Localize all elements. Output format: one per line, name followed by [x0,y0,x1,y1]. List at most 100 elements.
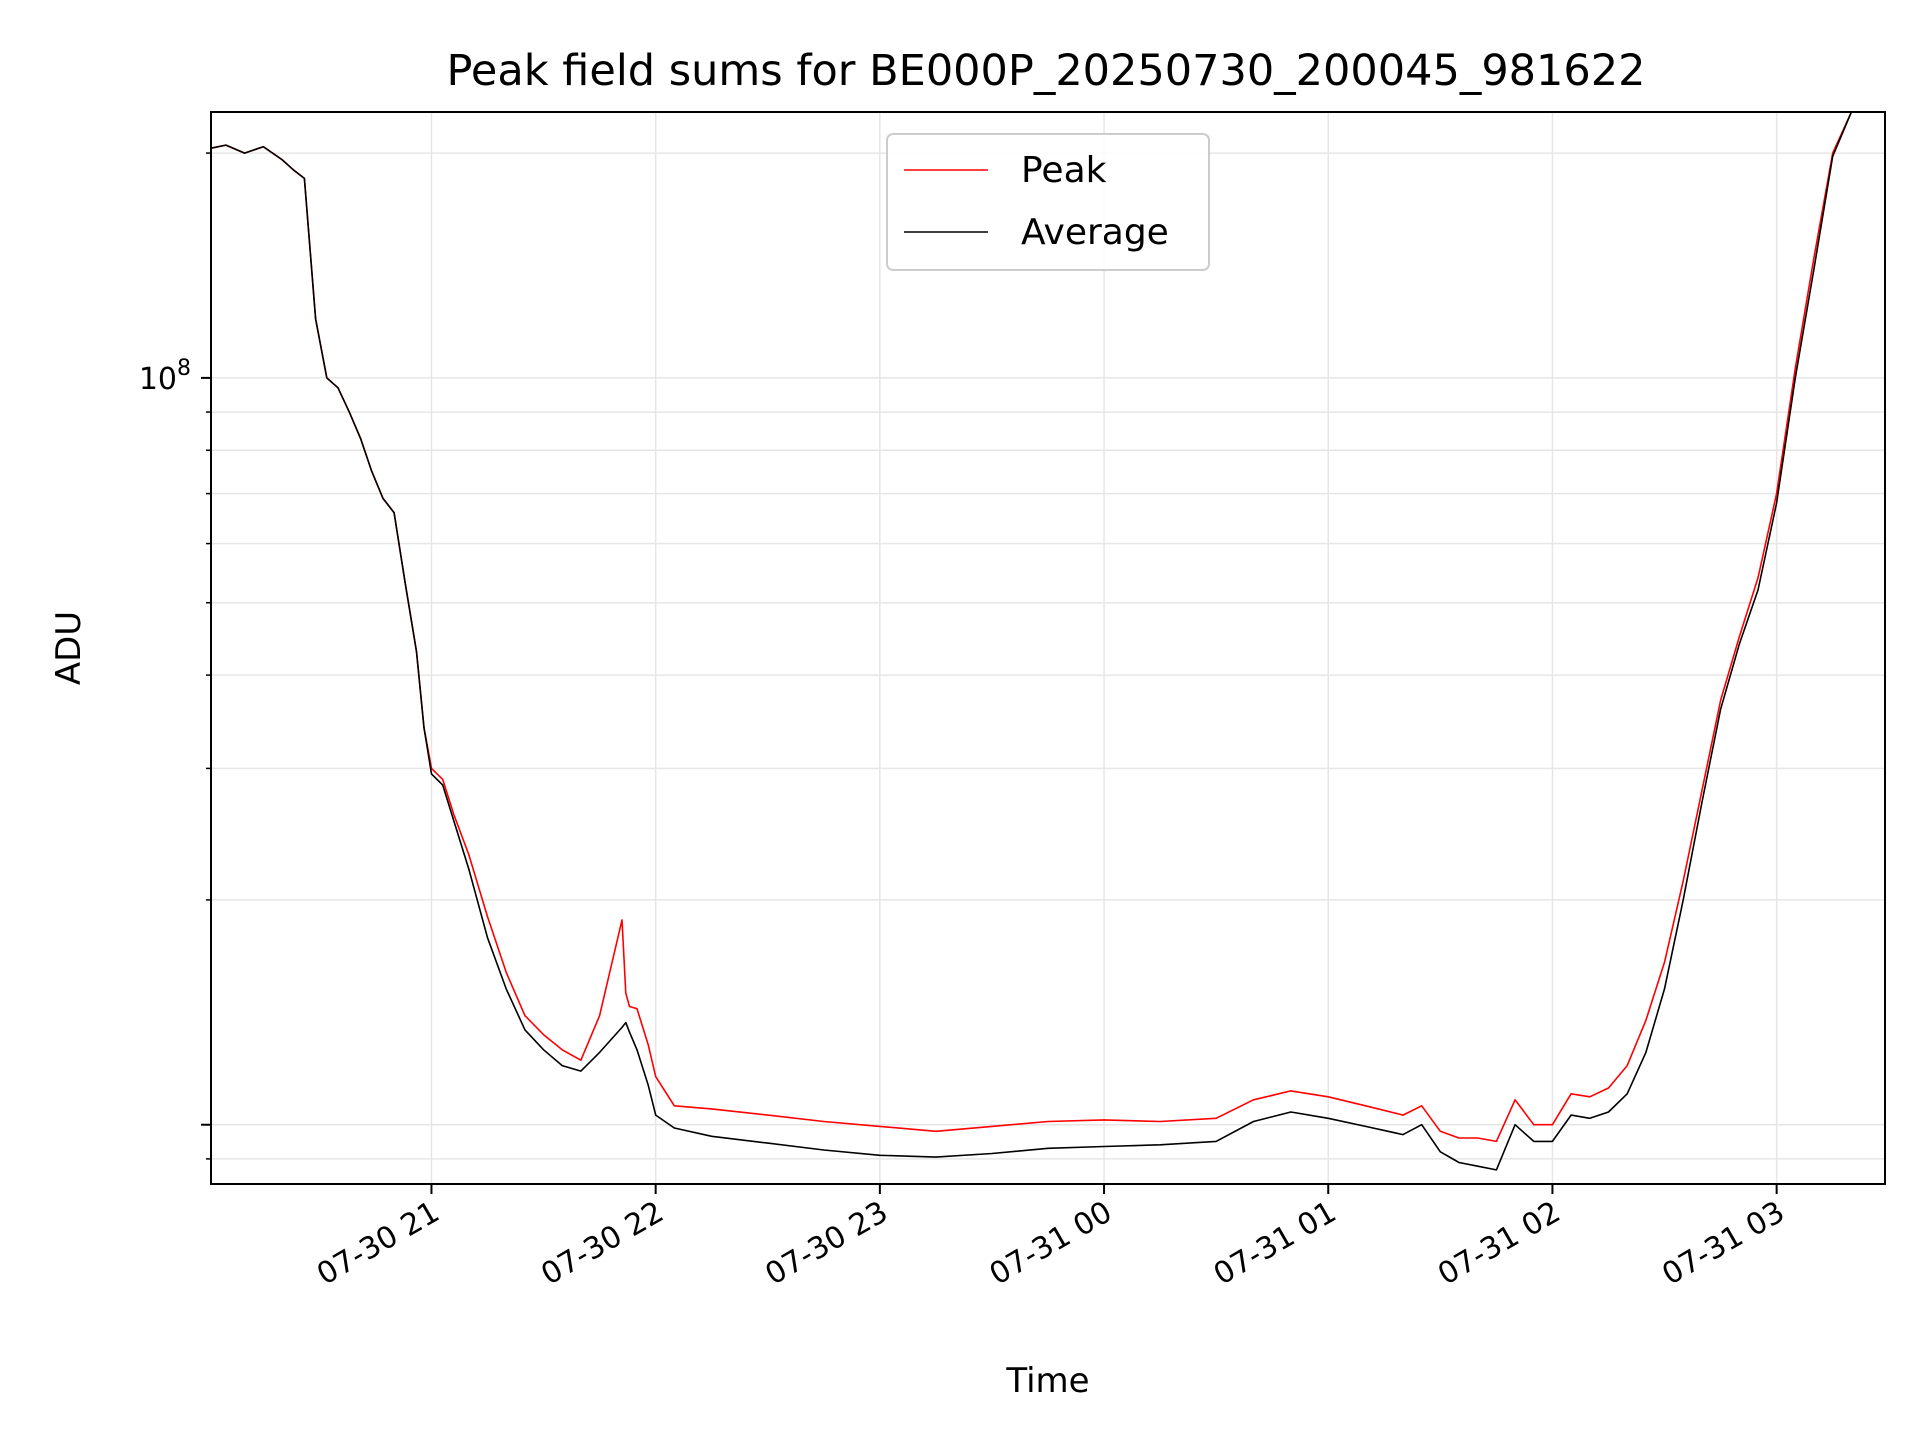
peak-series-point [1439,1130,1441,1132]
peak-series-point [1458,1137,1460,1139]
peak-series-point [1215,1117,1217,1119]
peak-series-point [1514,1099,1516,1101]
x-tick-label: 07-30 21 [311,1195,445,1293]
x-axis-label: Time [1005,1361,1089,1401]
average-series-point [1439,1151,1441,1153]
average-series-point [415,651,418,653]
average-series-point [505,988,507,990]
peak-series-point [1103,1119,1105,1121]
average-series-point [281,159,283,161]
x-tick-label: 07-30 22 [535,1195,669,1293]
peak-series-point [442,778,444,780]
peak-series-point [453,814,455,816]
average-series-point [524,1029,526,1031]
peak-series-point [1252,1099,1255,1101]
average-series-point [935,1156,937,1158]
peak-series-point [1159,1120,1161,1123]
peak-series-point [1794,367,1796,369]
peak-series-point [1813,256,1815,258]
average-series-point [561,1064,563,1067]
peak-series-point [628,1005,631,1008]
y-axis-label: ADU [49,611,89,685]
peak-series-point [1365,1105,1367,1107]
average-series-point [244,152,246,154]
y-tick-label: 108 [139,356,191,397]
average-series-point [767,1142,769,1144]
peak-series-point [1421,1105,1423,1107]
average-series-point [1570,1114,1572,1116]
average-series-point [371,470,373,472]
average-series-point [823,1149,825,1151]
peak-series-point [1495,1140,1497,1142]
peak-series-point [1607,1087,1610,1089]
legend-box [886,133,1210,271]
average-series-point [1495,1169,1497,1171]
average-series-point [292,169,294,171]
average-series-point [423,727,425,729]
peak-series-point [1776,492,1778,495]
average-series-point [1421,1124,1423,1126]
plot-frame [210,111,1886,1185]
average-series-point [1607,1111,1610,1113]
peak-series-point [1570,1093,1572,1095]
legend: Peak Average [886,133,1210,271]
peak-series-point [823,1120,825,1123]
peak-series-point [1719,699,1722,701]
average-series-point [442,784,444,786]
average-series-point [580,1070,582,1072]
peak-series-point [580,1059,582,1061]
average-series-point [225,144,227,146]
average-series-point [382,497,384,499]
peak-series-point [1645,1019,1647,1021]
average-series-point [404,583,406,585]
average-series-point [1252,1120,1255,1123]
peak-series-point [1663,961,1666,963]
grid [211,112,1885,1184]
peak-series-point [625,992,627,994]
average-series-point [628,1031,631,1033]
peak-series-point [1047,1120,1049,1123]
peak-series-point [935,1130,937,1132]
average-series-point [621,1026,623,1028]
average-series-point [348,411,350,413]
average-series-point [636,1049,638,1051]
average-series-point [359,437,362,439]
peak-series-point [542,1034,545,1036]
average-series-point [879,1154,881,1156]
average-series-point [1813,268,1815,270]
average-series-point [1738,643,1740,645]
average-series-point [711,1135,713,1137]
peak-series-point [1682,880,1684,882]
peak-series-point [1551,1124,1554,1126]
peak-series-point [1533,1124,1535,1126]
average-series-point [1589,1117,1591,1119]
average-series-point [647,1084,649,1086]
average-series-point [1159,1144,1161,1146]
average-series-point [542,1049,545,1051]
average-series-point [1663,988,1666,990]
average-series-point [1365,1125,1367,1127]
average-series-line [211,112,1885,1171]
peak-series-point [1626,1064,1628,1067]
peak-series-point [879,1125,881,1127]
peak-series-point [621,919,623,921]
average-series-point [1458,1161,1460,1164]
peak-series-point [524,1015,526,1017]
x-tick-label: 07-31 00 [984,1195,1118,1293]
average-series-point [1794,377,1796,379]
average-series-point [326,377,328,379]
average-series-point [468,868,470,870]
average-series-point [486,937,489,939]
peak-series-point [1477,1137,1479,1139]
average-series-point [1514,1124,1516,1126]
peak-series-point [991,1125,993,1127]
average-series-point [1103,1145,1105,1148]
x-axis: 07-30 21 07-30 22 07-30 23 07-31 00 07-31 01… [311,1184,1791,1293]
peak-series-point [1589,1096,1591,1098]
average-series-point [1757,589,1759,591]
average-series-point [315,318,317,320]
average-series-point [1776,502,1778,504]
peak-series-point [1832,152,1834,154]
x-tick-label: 07-30 23 [760,1195,894,1293]
